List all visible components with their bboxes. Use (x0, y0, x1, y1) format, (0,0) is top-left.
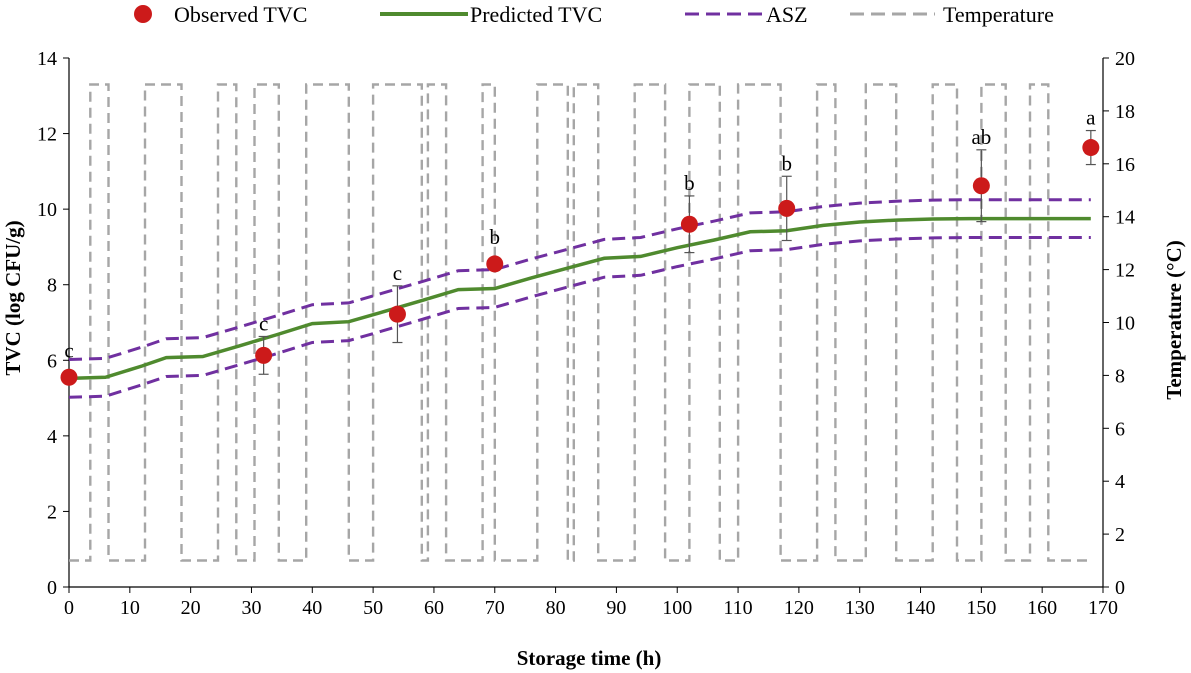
significance-label: c (259, 311, 268, 335)
y2-tick-label: 8 (1115, 365, 1125, 387)
x-tick-label: 20 (181, 597, 201, 619)
y-tick-label: 10 (37, 199, 57, 221)
chart-legend: Observed TVC Predicted TVC ASZ Temperatu… (134, 2, 1054, 27)
y-tick-label: 4 (47, 426, 57, 448)
asz-upper-line (68, 198, 1091, 361)
x-tick-label: 10 (120, 597, 140, 619)
y2-tick-label: 14 (1115, 207, 1135, 229)
observed-point (388, 305, 406, 323)
y-tick-label: 12 (37, 124, 57, 146)
significance-label: b (781, 151, 792, 175)
x-tick-label: 0 (64, 597, 74, 619)
y2-tick-label: 16 (1115, 154, 1135, 176)
x-tick-label: 130 (845, 597, 875, 619)
y-tick-label: 14 (37, 48, 57, 70)
x-tick-label: 170 (1088, 597, 1118, 619)
predicted-layer (68, 216, 1091, 381)
y2-tick-label: 0 (1115, 577, 1125, 599)
x-tick-label: 90 (606, 597, 626, 619)
x-tick-label: 110 (723, 597, 752, 619)
observed-point (255, 346, 273, 364)
y2-tick-label: 12 (1115, 260, 1135, 282)
observed-layer: c c c b b b ab a (60, 106, 1100, 386)
significance-label: b (684, 171, 695, 195)
legend-label-predicted: Predicted TVC (470, 2, 602, 27)
significance-label: b (490, 225, 501, 249)
asz-lower-line (68, 236, 1091, 399)
asz-layer (68, 198, 1091, 399)
x-tick-label: 140 (906, 597, 936, 619)
significance-label: c (64, 338, 73, 362)
x-tick-label: 160 (1027, 597, 1057, 619)
x-tick-label: 50 (363, 597, 383, 619)
observed-point (972, 177, 990, 195)
legend-label-observed: Observed TVC (174, 2, 307, 27)
y-tick-label: 0 (47, 577, 57, 599)
observed-point (778, 199, 796, 217)
temperature-layer (69, 83, 1091, 562)
y2-axis-title: Temperature (°C) (1162, 240, 1186, 399)
y2-tick-label: 4 (1115, 471, 1125, 493)
y2-tick-label: 6 (1115, 418, 1125, 440)
x-tick-label: 30 (241, 597, 261, 619)
x-tick-label: 80 (546, 597, 566, 619)
y-tick-label: 6 (47, 350, 57, 372)
x-tick-label: 100 (662, 597, 692, 619)
y2-tick-label: 18 (1115, 101, 1135, 123)
legend-label-temperature: Temperature (943, 2, 1054, 27)
axes: 0 10 20 30 40 50 60 70 80 90 100 110 120 130 140 150 160… (37, 48, 1135, 619)
legend-label-asz: ASZ (766, 2, 808, 27)
significance-label: ab (971, 125, 991, 149)
observed-point (680, 215, 698, 233)
x-tick-label: 40 (302, 597, 322, 619)
legend-swatch-observed (134, 5, 152, 23)
x-tick-label: 70 (485, 597, 505, 619)
observed-point (1082, 139, 1100, 157)
y2-tick-label: 10 (1115, 313, 1135, 335)
temperature-line (69, 83, 1091, 562)
significance-label: a (1086, 106, 1096, 130)
x-tick-label: 60 (424, 597, 444, 619)
x-axis-title: Storage time (h) (517, 646, 662, 670)
y-tick-label: 2 (47, 501, 57, 523)
y2-tick-label: 20 (1115, 48, 1135, 70)
y-tick-label: 8 (47, 275, 57, 297)
x-tick-label: 150 (966, 597, 996, 619)
observed-point (486, 255, 504, 273)
y-axis-title: TVC (log CFU/g) (1, 220, 25, 375)
predicted-line (68, 216, 1091, 381)
y2-tick-label: 2 (1115, 524, 1125, 546)
x-tick-label: 120 (784, 597, 814, 619)
observed-point (60, 368, 78, 386)
significance-label: c (393, 261, 402, 285)
